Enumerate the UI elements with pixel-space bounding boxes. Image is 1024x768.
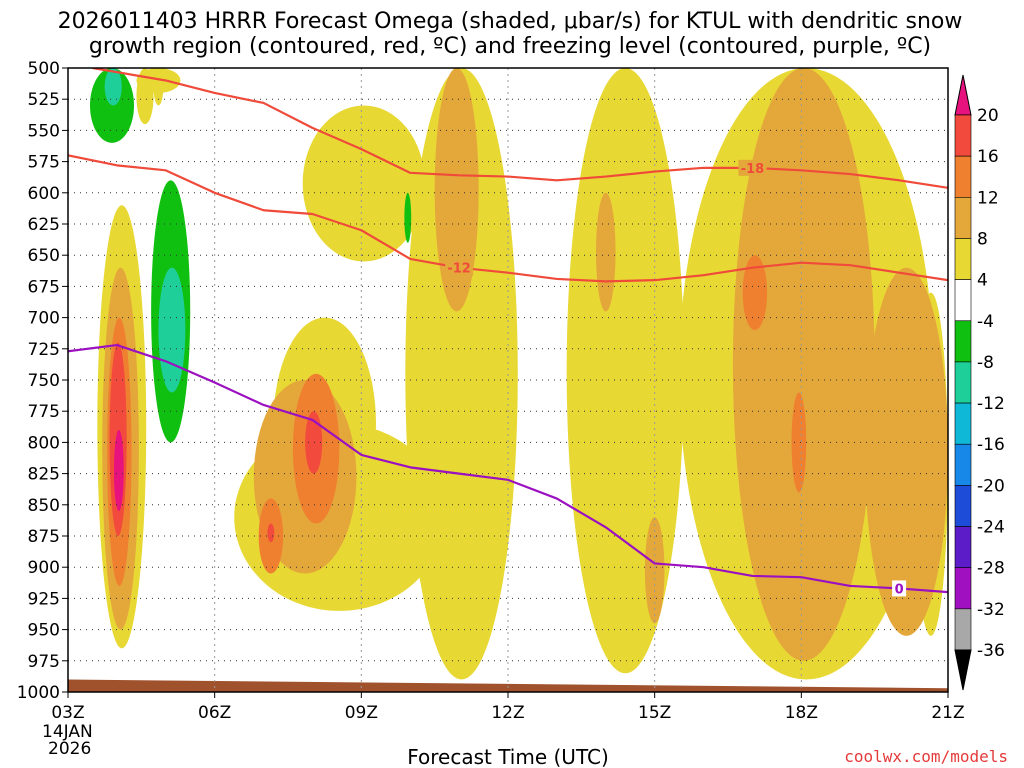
colorbar-band bbox=[954, 485, 972, 527]
omega-region-4 bbox=[136, 68, 154, 125]
omega-region-8 bbox=[732, 68, 875, 661]
y-tick-label: 600 bbox=[28, 184, 60, 204]
colorbar-label: -20 bbox=[977, 476, 1005, 496]
dendritic-contour-label: -12 bbox=[447, 262, 471, 277]
colorbar-label: -16 bbox=[977, 435, 1005, 455]
omega-region-20 bbox=[113, 429, 124, 512]
colorbar-label: -28 bbox=[977, 559, 1005, 579]
freezing-level-label: 0 bbox=[895, 582, 904, 597]
colorbar-band bbox=[954, 114, 972, 157]
omega-region-4 bbox=[566, 68, 684, 674]
colorbar-band bbox=[954, 361, 972, 404]
shaded-layer: -12 -18 0 bbox=[68, 68, 948, 692]
y-tick-label: 800 bbox=[28, 433, 60, 453]
omega-colorbar: 20 16 12 8 4 -4 -8 -12 -16 -20 -24 -28 -32 -36 bbox=[954, 74, 1005, 691]
colorbar-label: -24 bbox=[977, 518, 1005, 538]
omega-region-8 bbox=[596, 192, 616, 312]
colorbar-label: 16 bbox=[977, 147, 999, 167]
y-tick-label: 975 bbox=[28, 652, 60, 672]
omega-region-4 bbox=[405, 68, 518, 680]
y-tick-label: 725 bbox=[28, 340, 60, 360]
date-label-year: 2026 bbox=[48, 739, 91, 759]
x-tick-label: 12Z bbox=[491, 703, 524, 723]
omega-region-8 bbox=[644, 517, 665, 624]
colorbar-label: 8 bbox=[977, 229, 988, 249]
colorbar-label: -12 bbox=[977, 394, 1005, 414]
x-tick-label: 18Z bbox=[785, 703, 818, 723]
colorbar-band bbox=[954, 567, 972, 610]
dendritic-contour-label: -18 bbox=[741, 162, 765, 177]
dendritic-contour-line bbox=[68, 154, 948, 283]
chart-title-line1: 2026011403 HRRR Forecast Omega (shaded, … bbox=[58, 9, 963, 34]
colorbar-label: -32 bbox=[977, 600, 1005, 620]
colorbar-band bbox=[954, 238, 972, 280]
omega-region-12 bbox=[742, 255, 768, 331]
contour-label-bg bbox=[445, 259, 474, 276]
colorbar-band bbox=[954, 155, 972, 198]
y-tick-label: 825 bbox=[28, 465, 60, 485]
colorbar-label: -8 bbox=[977, 353, 994, 373]
colorbar-label: 12 bbox=[977, 188, 999, 208]
axes: 500 525 550 575 600 625 650 675 700 725 750 775 800 8… bbox=[17, 59, 965, 723]
contour-label-bg bbox=[738, 159, 767, 176]
omega-region--4 bbox=[90, 68, 134, 143]
y-tick-label: 1000 bbox=[17, 683, 60, 703]
x-tick-label: 21Z bbox=[931, 703, 964, 723]
colorbar-band bbox=[954, 279, 972, 322]
x-tick-label: 09Z bbox=[345, 703, 378, 723]
y-tick-label: 650 bbox=[28, 246, 60, 266]
x-tick-label: 15Z bbox=[638, 703, 671, 723]
y-tick-label: 575 bbox=[28, 153, 60, 173]
y-tick-label: 525 bbox=[28, 90, 60, 110]
y-tick-label: 875 bbox=[28, 527, 60, 547]
colorbar-label: 4 bbox=[977, 271, 988, 291]
colorbar-label: 20 bbox=[977, 106, 999, 126]
x-axis-label: Forecast Time (UTC) bbox=[407, 745, 609, 768]
omega-region--8 bbox=[158, 267, 186, 393]
plot-area: -12 -18 0 bbox=[68, 68, 948, 692]
x-tick-label: 06Z bbox=[198, 703, 231, 723]
y-tick-label: 500 bbox=[28, 59, 60, 79]
y-tick-label: 750 bbox=[28, 371, 60, 391]
omega-region--8 bbox=[104, 68, 122, 106]
colorbar-band bbox=[954, 320, 972, 363]
colorbar-band bbox=[954, 197, 972, 239]
y-tick-label: 550 bbox=[28, 121, 60, 141]
y-tick-label: 850 bbox=[28, 496, 60, 516]
colorbar-top-triangle bbox=[954, 74, 972, 116]
ground-fill bbox=[68, 679, 948, 692]
colorbar-label: -4 bbox=[977, 312, 994, 332]
y-tick-label: 675 bbox=[28, 277, 60, 297]
y-tick-label: 925 bbox=[28, 589, 60, 609]
omega-region-16 bbox=[305, 411, 323, 474]
freezing-level-line bbox=[68, 343, 948, 594]
date-label-month: 14JAN bbox=[42, 722, 93, 742]
colorbar-band bbox=[954, 526, 972, 568]
omega-region-12 bbox=[791, 392, 807, 493]
omega-region--4 bbox=[404, 192, 412, 243]
y-tick-label: 625 bbox=[28, 215, 60, 235]
x-tick-label: 03Z bbox=[51, 703, 84, 723]
dendritic-contour-line bbox=[92, 68, 948, 189]
omega-region-16 bbox=[267, 523, 275, 543]
contour-label-bg bbox=[892, 580, 907, 597]
y-tick-label: 900 bbox=[28, 558, 60, 578]
colorbar-bottom-triangle bbox=[954, 649, 972, 691]
omega-region-4 bbox=[153, 68, 164, 106]
omega-region-8 bbox=[864, 267, 948, 636]
y-tick-label: 700 bbox=[28, 309, 60, 329]
colorbar-label: -36 bbox=[977, 641, 1005, 661]
chart-title-line2: growth region (contoured, red, ºC) and f… bbox=[89, 34, 931, 59]
omega-region-8 bbox=[434, 68, 479, 312]
credit-text: coolwx.com/models bbox=[844, 747, 1008, 766]
colorbar-band bbox=[954, 608, 972, 651]
colorbar-band bbox=[954, 443, 972, 486]
y-tick-label: 950 bbox=[28, 621, 60, 641]
colorbar-band bbox=[954, 402, 972, 445]
omega-region-4 bbox=[302, 105, 425, 262]
y-tick-label: 775 bbox=[28, 402, 60, 422]
